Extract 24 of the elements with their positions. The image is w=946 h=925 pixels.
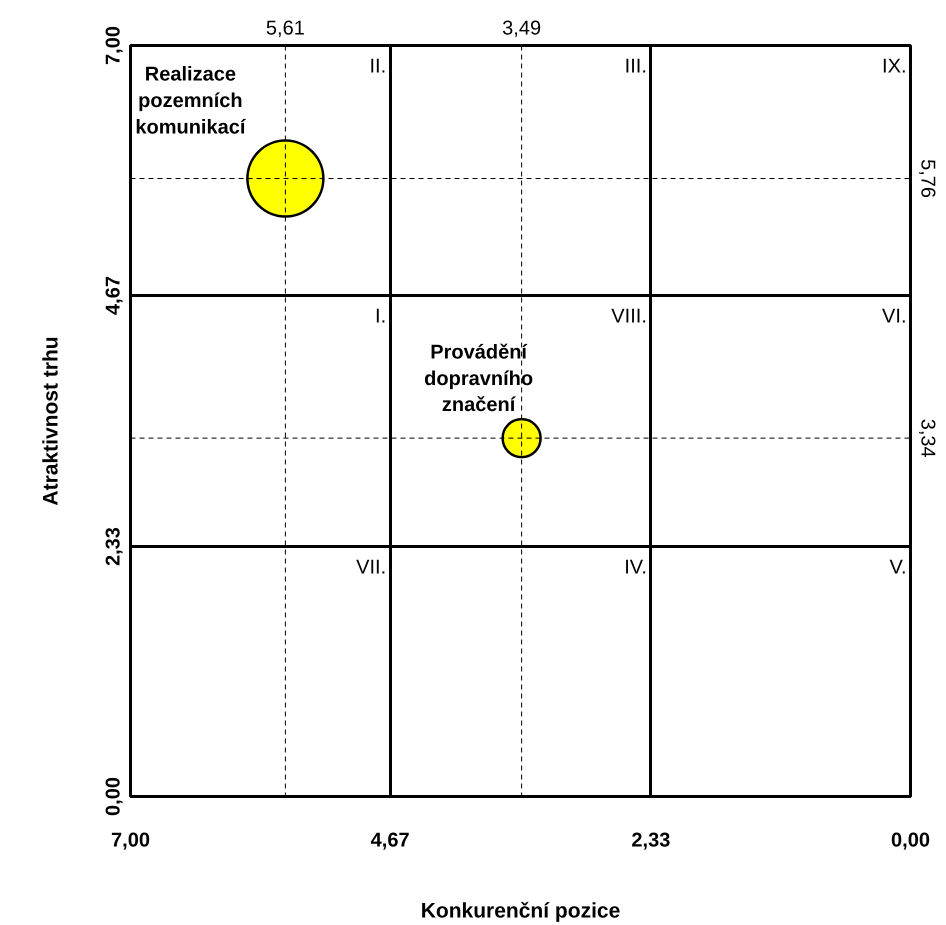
ref-line-label: 3,34 [916,418,938,458]
annotation: III. [624,56,647,78]
ref-line-label: 3,49 [502,18,542,40]
annotation: IX. [882,56,906,78]
y-tick-label: 2,33 [102,527,124,566]
x-tick-label: 4,67 [370,830,410,852]
x-tick-label: 2,33 [631,830,670,852]
annotation: VI. [882,305,906,328]
ref-line-label: 5,76 [916,159,938,198]
series-label: Realizace pozemních komunikací [135,64,247,139]
annotation: IV. [624,556,647,579]
series-label: Provádění dopravního značení [424,341,534,416]
annotation: II. [369,56,386,78]
annotation: VII. [356,556,386,579]
ref-line-label: 5,61 [266,18,305,40]
annotation: V. [889,556,906,579]
annotation: I. [375,305,386,328]
x-axis-title: Konkurenční pozice [420,900,620,922]
y-tick-label: 0,00 [102,777,124,816]
y-tick-label: 7,00 [102,26,124,65]
y-tick-label: 4,67 [102,276,124,315]
y-axis-title: Atraktivnost trhu [40,336,62,506]
annotation: VIII. [611,305,647,328]
x-tick-label: 0,00 [891,830,930,852]
